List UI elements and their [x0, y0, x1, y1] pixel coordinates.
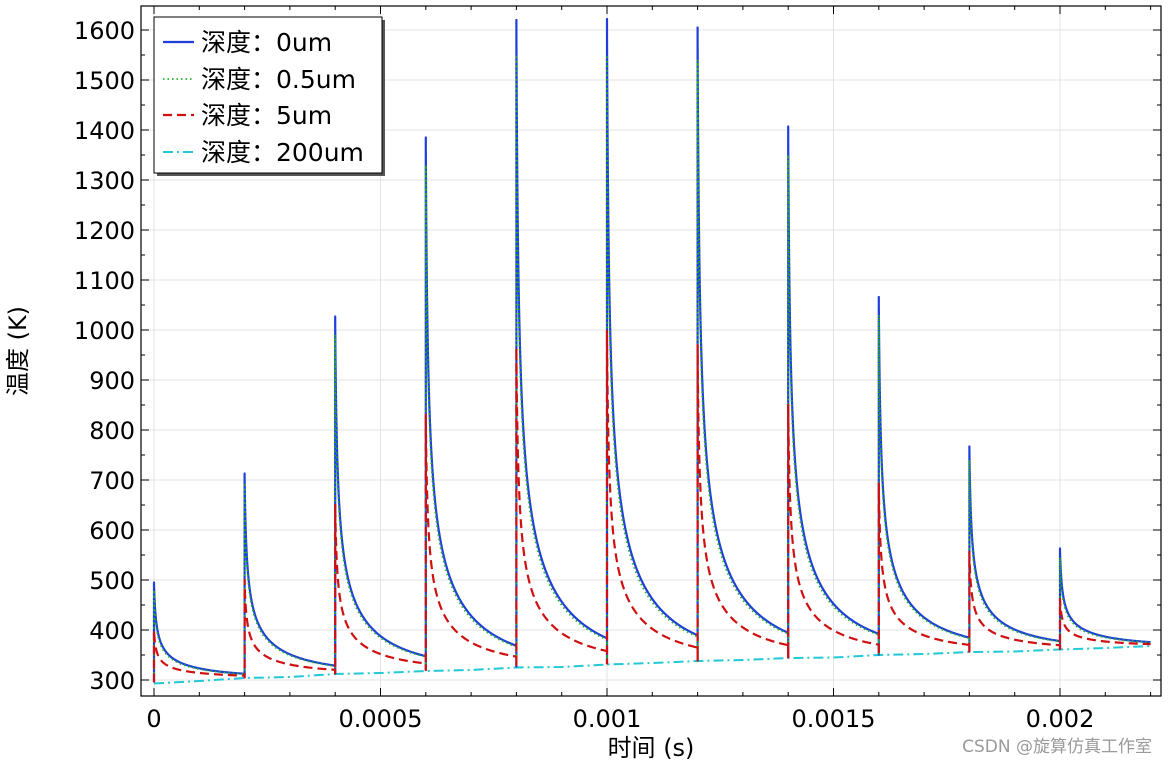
y-tick-label: 300	[89, 667, 135, 695]
x-tick-label: 0	[146, 705, 161, 733]
x-tick-label: 0.002	[1026, 705, 1095, 733]
series-line-2	[152, 329, 1151, 683]
x-tick-label: 0.0015	[792, 705, 876, 733]
y-tick-label: 1000	[74, 317, 135, 345]
legend-label: 深度：200um	[201, 138, 364, 167]
legend: 深度：0um 深度：0.5um 深度：5um 深度：200um	[153, 16, 385, 176]
y-tick-label: 1100	[74, 267, 135, 295]
legend-label: 深度：0.5um	[201, 65, 356, 94]
series-layer	[152, 17, 1151, 685]
series-line-0	[152, 17, 1151, 683]
x-tick-label: 0.001	[573, 705, 642, 733]
y-tick-label: 700	[89, 467, 135, 495]
plot-frame	[140, 5, 1162, 697]
y-tick-label: 1600	[74, 17, 135, 45]
series-line-3	[153, 645, 1151, 685]
ticks: 0 0.0005 0.001 0.0015 0.002 300 400 500 600 700 80…	[74, 6, 1161, 733]
y-tick-label: 400	[89, 617, 135, 645]
y-tick-label: 900	[89, 367, 135, 395]
x-axis-title: 时间 (s)	[608, 734, 695, 762]
legend-label: 深度：5um	[201, 101, 332, 130]
legend-label: 深度：0um	[201, 28, 332, 57]
y-tick-label: 600	[89, 517, 135, 545]
y-axis-title: 温度 (K)	[4, 306, 32, 396]
x-tick-label: 0.0005	[339, 705, 423, 733]
legend-entries: 深度：0um 深度：0.5um 深度：5um 深度：200um	[163, 28, 364, 167]
y-tick-label: 1400	[74, 117, 135, 145]
grid	[141, 6, 1161, 696]
watermark: CSDN @旋算仿真工作室	[962, 737, 1152, 757]
y-tick-label: 800	[89, 417, 135, 445]
y-tick-label: 1200	[74, 217, 135, 245]
y-tick-label: 500	[89, 567, 135, 595]
y-tick-label: 1300	[74, 167, 135, 195]
y-tick-label: 1500	[74, 67, 135, 95]
